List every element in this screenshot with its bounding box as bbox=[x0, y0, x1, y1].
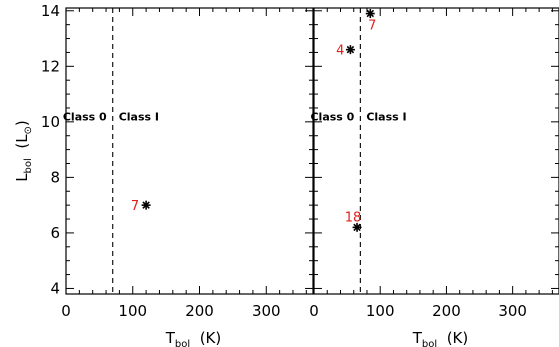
x-tick-label: 100 bbox=[118, 302, 147, 320]
data-point-label: 18 bbox=[345, 210, 362, 225]
data-point-label: 7 bbox=[131, 199, 139, 214]
class-i-label: Class I bbox=[366, 110, 406, 123]
plot-frame-2 bbox=[313, 7, 559, 295]
x-tick-label: 200 bbox=[432, 302, 461, 320]
y-tick-label: 8 bbox=[50, 168, 60, 186]
svg-text:Lbol (L⊙): Lbol (L⊙) bbox=[13, 120, 34, 182]
y-tick-label: 12 bbox=[41, 57, 60, 75]
x-tick-label: 100 bbox=[366, 302, 395, 320]
data-point-marker bbox=[141, 200, 151, 210]
class-0-label: Class 0 bbox=[63, 110, 107, 123]
data-point-marker bbox=[345, 45, 355, 55]
y-tick-label: 4 bbox=[50, 279, 60, 297]
x-tick-label: 300 bbox=[498, 302, 527, 320]
x-axis-label: Tbol (K) bbox=[412, 329, 469, 347]
class-i-label: Class I bbox=[119, 110, 159, 123]
x-axis-label: Tbol (K) bbox=[165, 329, 222, 347]
x-tick-label: 0 bbox=[309, 302, 319, 320]
y-axis-label: Lbol (L⊙) bbox=[13, 120, 34, 182]
plot-frame-1 bbox=[65, 7, 314, 295]
x-tick-label: 200 bbox=[185, 302, 214, 320]
y-tick-label: 6 bbox=[50, 224, 60, 242]
y-tick-label: 10 bbox=[41, 113, 60, 131]
data-point-label: 7 bbox=[368, 19, 376, 34]
x-tick-label: 0 bbox=[61, 302, 71, 320]
y-tick-label: 14 bbox=[41, 2, 60, 20]
data-point-marker bbox=[365, 9, 375, 19]
x-tick-label: 300 bbox=[252, 302, 281, 320]
data-point-marker bbox=[352, 222, 362, 232]
class-0-label: Class 0 bbox=[310, 110, 354, 123]
data-point-label: 4 bbox=[336, 44, 344, 59]
